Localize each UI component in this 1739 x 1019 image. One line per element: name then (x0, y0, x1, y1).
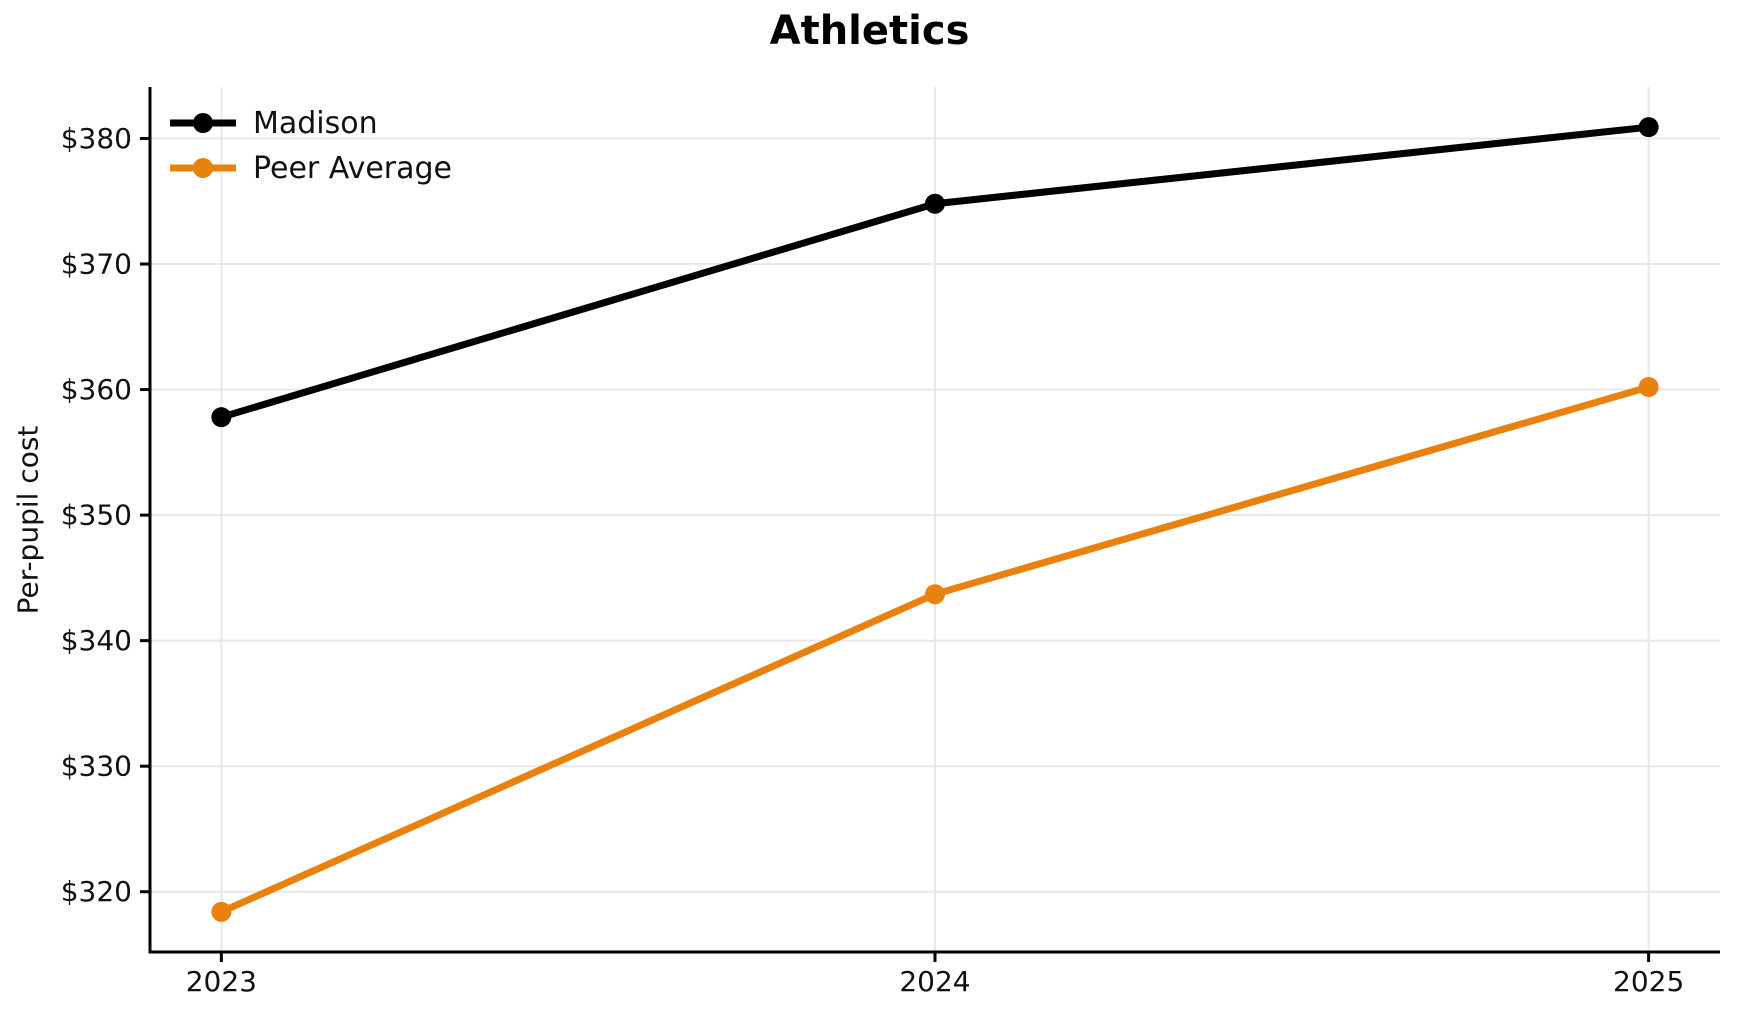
chart-title: Athletics (769, 8, 970, 54)
data-point-marker (211, 407, 232, 428)
y-tick-label: $370 (61, 248, 132, 281)
data-point-marker (1638, 117, 1659, 138)
data-point-marker (211, 901, 232, 922)
x-tick-label: 2025 (1613, 965, 1684, 998)
y-tick-label: $320 (61, 875, 132, 908)
peer-average-series-swatch-icon (170, 158, 236, 178)
y-tick-label: $360 (61, 373, 132, 406)
x-tick-label: 2024 (899, 965, 970, 998)
legend-label-madison: Madison (253, 105, 378, 141)
legend-item-peer-average: Peer Average (170, 150, 452, 186)
data-point-marker (1638, 377, 1659, 398)
legend: Madison Peer Average (170, 105, 452, 186)
legend-label-peer-average: Peer Average (253, 150, 452, 186)
y-tick-label: $380 (61, 122, 132, 155)
data-point-marker (925, 193, 945, 214)
y-tick-label: $340 (61, 624, 132, 657)
y-tick-label: $350 (61, 499, 132, 532)
y-tick-label: $330 (61, 750, 132, 783)
legend-item-madison: Madison (170, 105, 452, 141)
data-point-marker (925, 584, 945, 605)
madison-series-swatch-icon (170, 113, 236, 133)
x-tick-label: 2023 (186, 965, 257, 998)
